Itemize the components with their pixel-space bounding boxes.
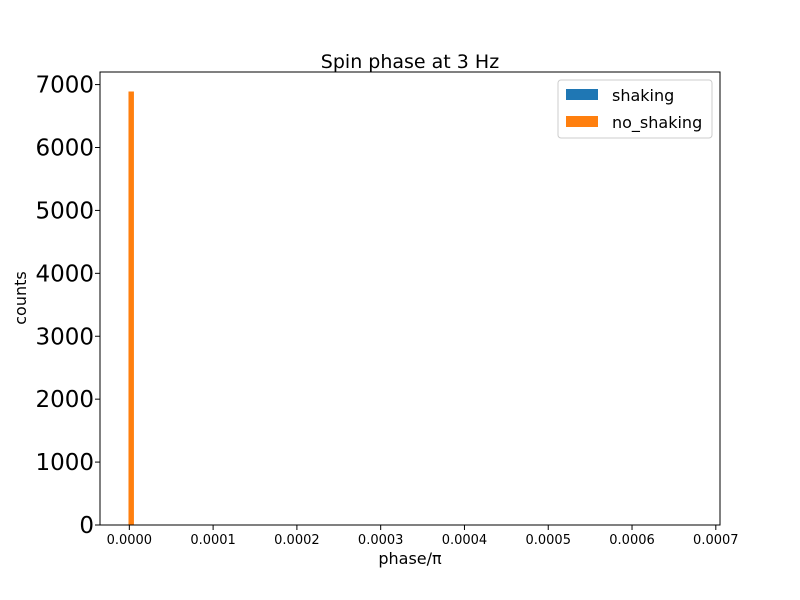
- x-tick-label: 0.0002: [274, 533, 320, 548]
- histogram-bar-no-shaking-0: [128, 91, 134, 526]
- x-tick-label: 0.0003: [358, 533, 404, 548]
- x-tick-label: 0.0007: [693, 533, 739, 548]
- x-axis-ticks: 0.0000 0.0001 0.0002 0.0003 0.0004 0.0005 0.00…: [107, 525, 739, 548]
- x-tick-label: 0.0000: [107, 533, 153, 548]
- plot-area-frame: [99, 71, 721, 526]
- histogram-bars: [128, 91, 134, 526]
- y-tick-label: 5000: [35, 198, 94, 224]
- y-tick-label: 7000: [35, 73, 94, 99]
- y-tick-label: 3000: [35, 324, 94, 350]
- y-tick-label: 1000: [35, 450, 94, 476]
- legend-swatch-shaking: [566, 89, 598, 100]
- y-axis-label: counts: [11, 271, 30, 324]
- chart-title: Spin phase at 3 Hz: [321, 51, 499, 73]
- y-tick-label: 2000: [35, 387, 94, 413]
- x-tick-label: 0.0001: [190, 533, 236, 548]
- x-tick-label: 0.0005: [525, 533, 571, 548]
- x-axis-label: phase/π: [378, 549, 442, 568]
- x-tick-label: 0.0006: [609, 533, 655, 548]
- y-tick-label: 6000: [35, 136, 94, 162]
- legend-label-shaking: shaking: [612, 86, 674, 105]
- y-axis-ticks: 0 1000 2000 3000 4000 5000 6000 7000: [35, 73, 100, 539]
- x-tick-label: 0.0004: [442, 533, 488, 548]
- legend-swatch-no-shaking: [566, 116, 598, 127]
- y-tick-label: 4000: [35, 261, 94, 287]
- y-tick-label: 0: [79, 513, 94, 539]
- legend-label-no-shaking: no_shaking: [612, 113, 702, 133]
- legend: shaking no_shaking: [557, 79, 713, 139]
